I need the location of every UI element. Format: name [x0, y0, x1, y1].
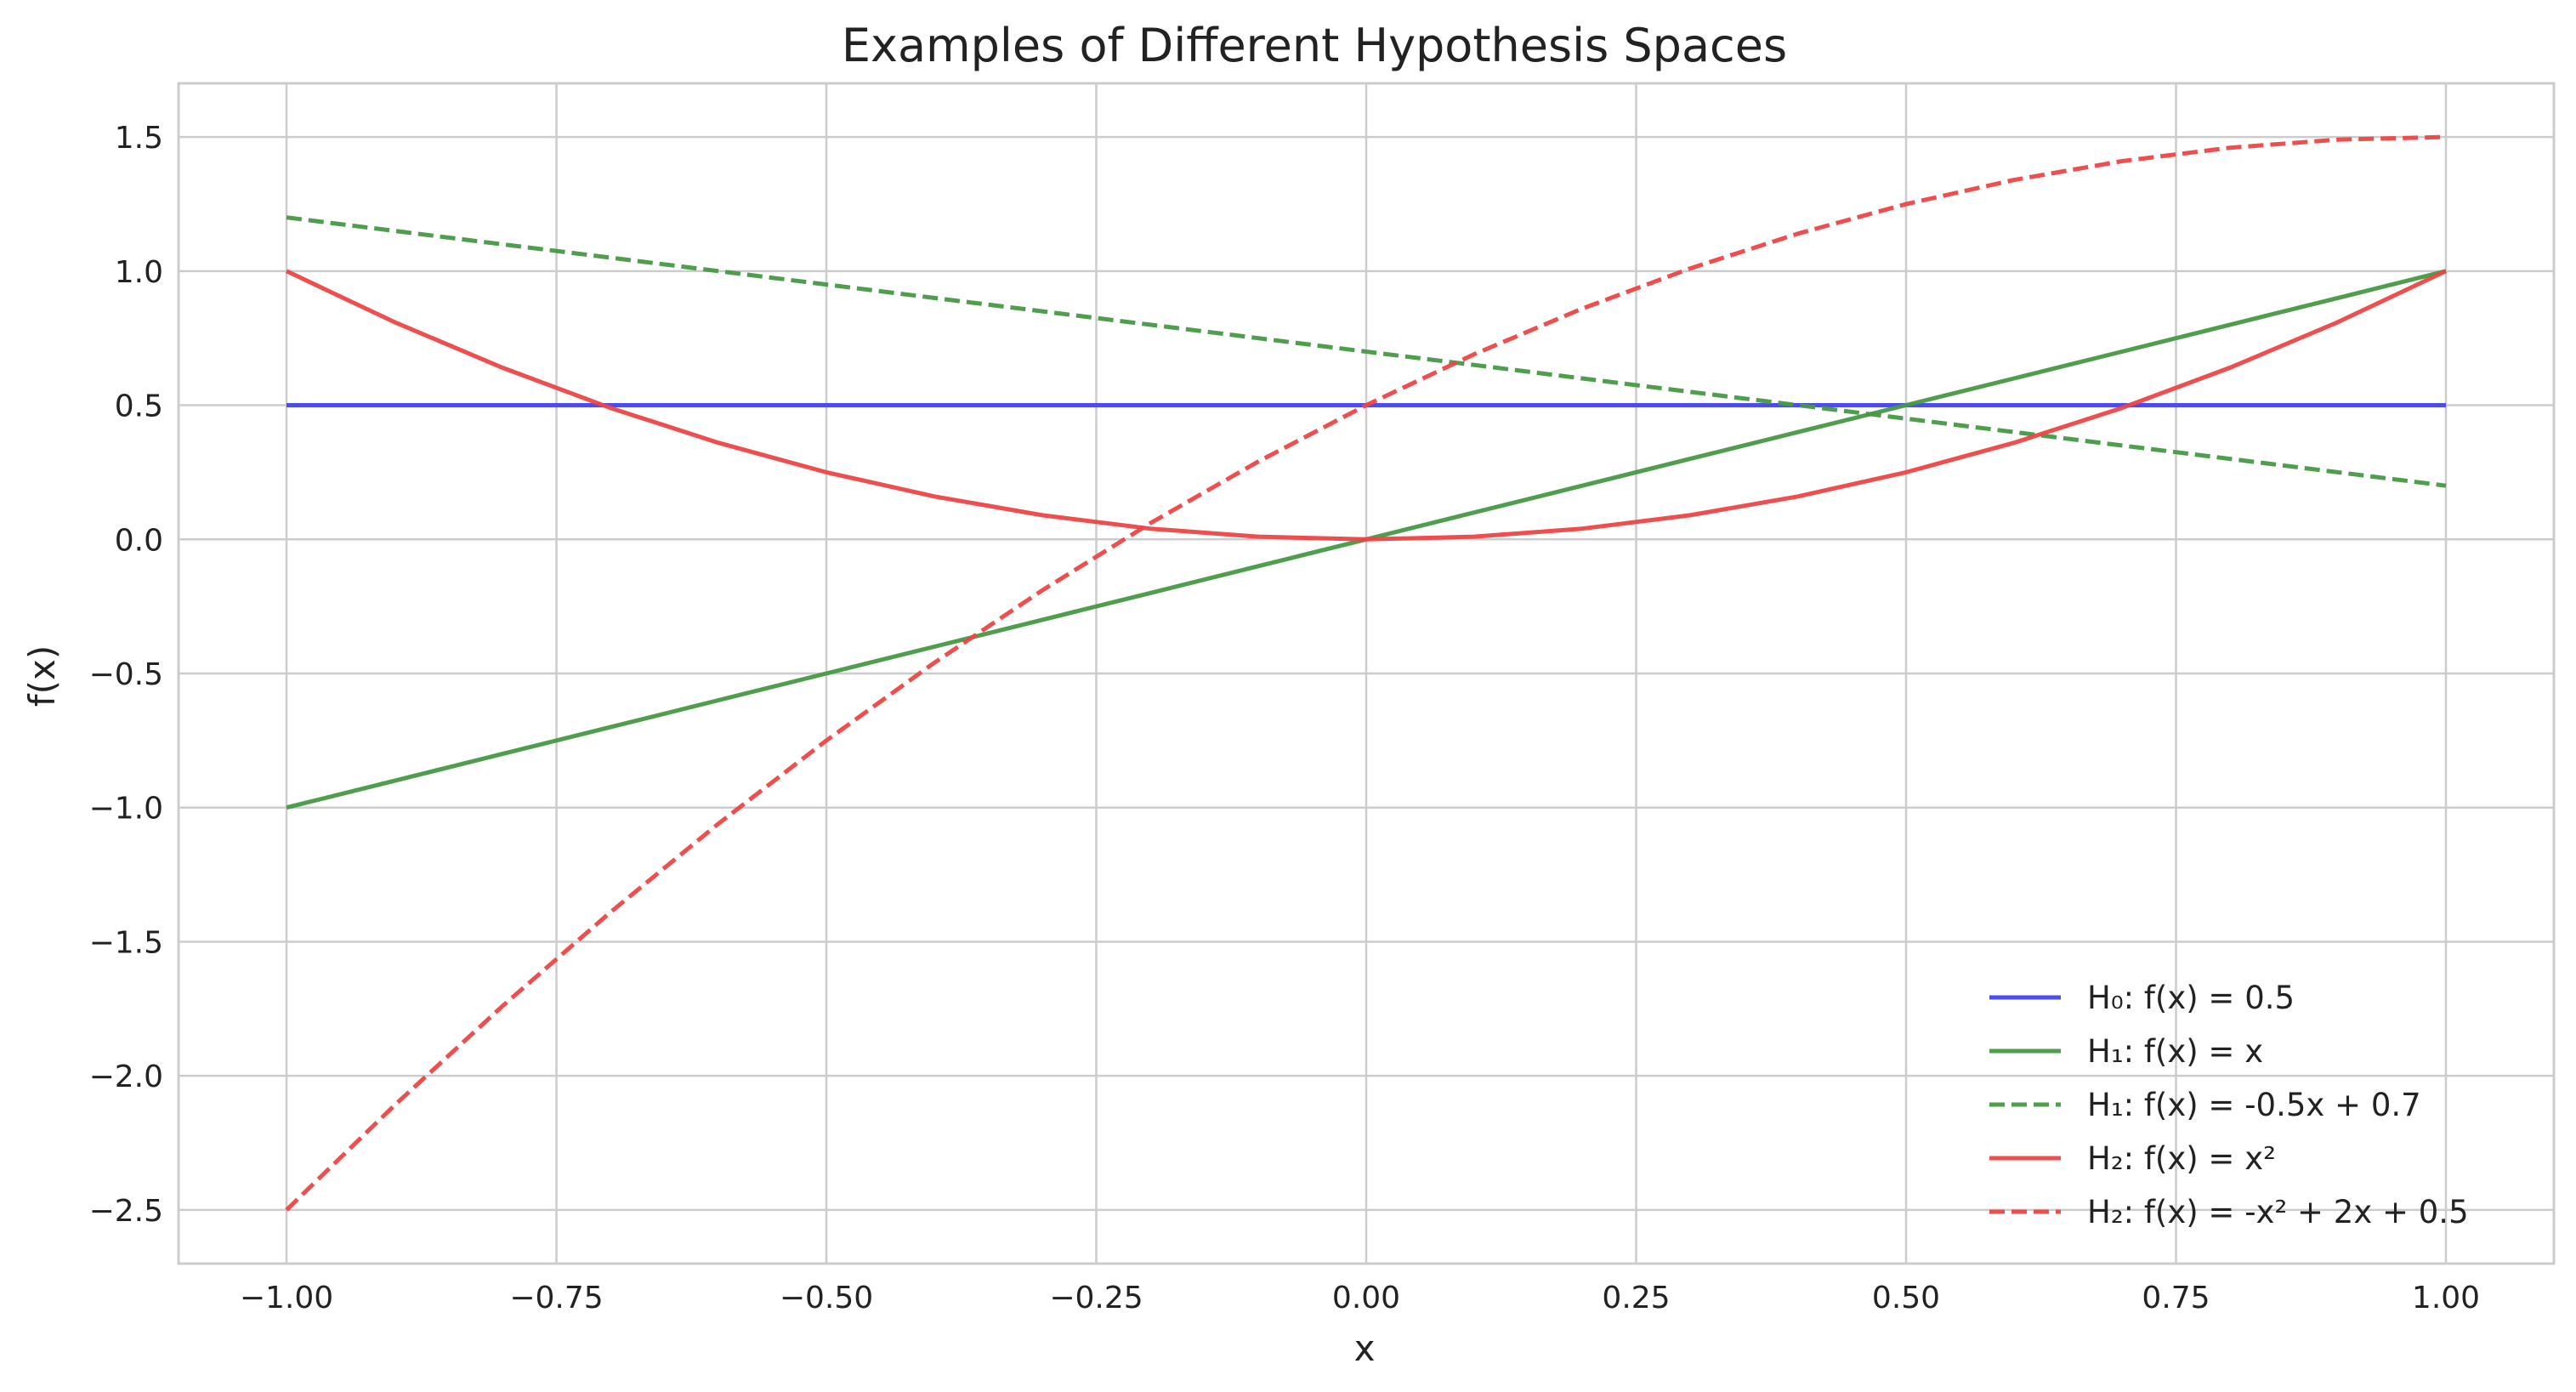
- x-axis-label: x: [1354, 1327, 1376, 1369]
- y-tick-label: 0.5: [115, 389, 163, 424]
- x-tick-label: 0.75: [2142, 1281, 2210, 1315]
- legend-label: H₂: f(x) = -x² + 2x + 0.5: [2087, 1194, 2469, 1230]
- legend: H₀: f(x) = 0.5 H₁: f(x) = x H₁: f(x) = -0.…: [1989, 980, 2469, 1230]
- x-tick-label: 1.00: [2412, 1281, 2480, 1315]
- plot-frame: [177, 82, 2556, 1265]
- y-tick-label: −2.0: [89, 1060, 163, 1094]
- legend-label: H₂: f(x) = x²: [2087, 1140, 2276, 1177]
- y-tick-label: −1.5: [89, 925, 163, 960]
- y-tick-labels: −2.5 −2.0 −1.5 −1.0 −0.5 0.0 0.5 1.0 1.5: [89, 121, 163, 1229]
- x-tick-labels: −1.00 −0.75 −0.50 −0.25 0.00 0.25 0.50 0.75 1.00: [240, 1281, 2480, 1315]
- y-tick-label: −0.5: [89, 657, 163, 692]
- chart-title: Examples of Different Hypothesis Spaces: [842, 19, 1787, 72]
- x-tick-label: −0.75: [509, 1281, 603, 1315]
- x-tick-label: −0.25: [1049, 1281, 1143, 1315]
- y-tick-label: −2.5: [89, 1194, 163, 1229]
- legend-label: H₁: f(x) = -0.5x + 0.7: [2087, 1087, 2421, 1123]
- x-tick-label: 0.50: [1872, 1281, 1940, 1315]
- x-tick-label: 0.00: [1332, 1281, 1400, 1315]
- y-tick-label: 1.5: [115, 121, 163, 156]
- x-tick-label: −0.50: [780, 1281, 873, 1315]
- series-lines: [285, 134, 2448, 1212]
- legend-label: H₁: f(x) = x: [2087, 1033, 2263, 1070]
- series-line-4: [285, 269, 2448, 542]
- x-tick-label: 0.25: [1602, 1281, 1670, 1315]
- series-line-3: [286, 215, 2447, 488]
- y-tick-label: 0.0: [115, 523, 163, 558]
- legend-label: H₀: f(x) = 0.5: [2087, 980, 2295, 1016]
- y-tick-label: −1.0: [89, 792, 163, 827]
- series-line-5: [285, 134, 2447, 1212]
- y-gridlines: [179, 135, 2554, 1212]
- y-tick-label: 1.0: [115, 255, 163, 290]
- x-tick-label: −1.00: [240, 1281, 333, 1315]
- y-axis-label: f(x): [21, 645, 63, 707]
